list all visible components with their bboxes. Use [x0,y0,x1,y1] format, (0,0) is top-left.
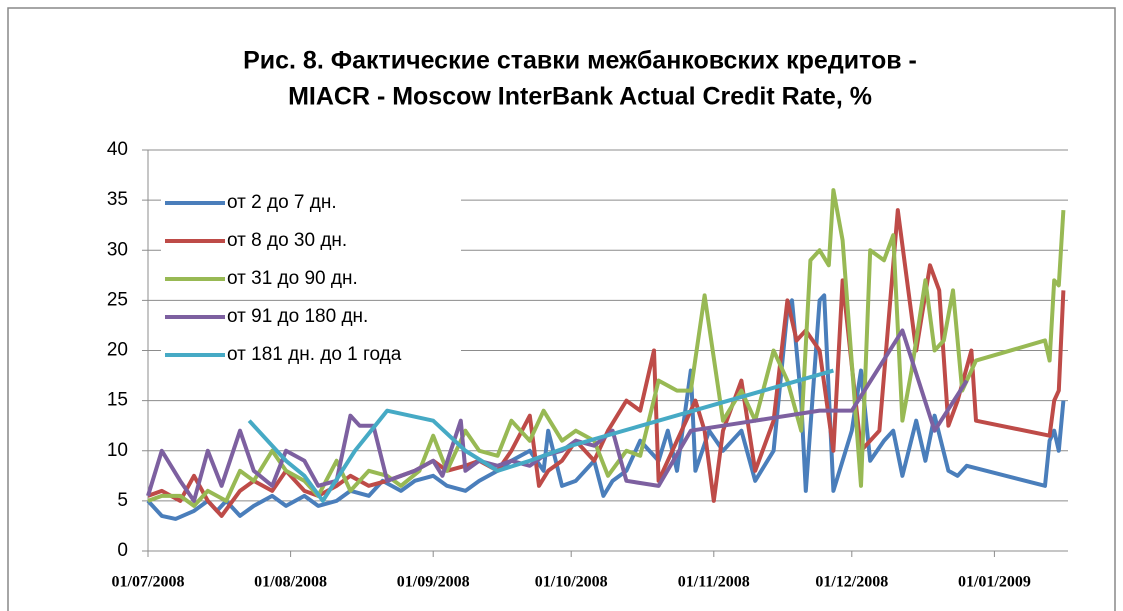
y-tick-label: 15 [107,390,128,411]
x-tick-label: 01/08/2008 [254,574,327,591]
legend-label: от 2 до 7 дн. [227,192,337,213]
series-line [147,208,1066,518]
y-tick-label: 0 [117,540,128,561]
y-tick-label: 30 [107,239,128,260]
x-tick-label: 01/10/2008 [535,574,608,591]
chart-title: MIACR - Moscow InterBank Actual Credit R… [288,83,872,111]
y-tick-label: 40 [107,139,128,160]
legend-label: от 8 до 30 дн. [227,230,347,251]
x-tick-label: 01/12/2008 [815,574,888,591]
series-line [247,368,834,503]
y-tick-label: 35 [107,189,128,210]
y-tick-label: 10 [107,440,128,461]
chart-title: Рис. 8. Фактические ставки межбанковских… [243,47,917,75]
series-line [146,293,1066,521]
x-tick-label: 01/01/2009 [958,574,1031,591]
y-tick-label: 5 [117,490,128,511]
series-line [146,328,969,503]
y-tick-label: 25 [107,289,128,310]
legend-label: от 31 до 90 дн. [227,268,358,289]
legend-label: от 91 до 180 дн. [227,306,368,327]
x-tick-label: 01/07/2008 [112,574,185,591]
legend-label: от 181 дн. до 1 года [227,344,402,365]
y-tick-label: 20 [107,340,128,361]
x-tick-label: 01/09/2008 [397,574,470,591]
x-tick-label: 01/11/2008 [678,574,750,591]
